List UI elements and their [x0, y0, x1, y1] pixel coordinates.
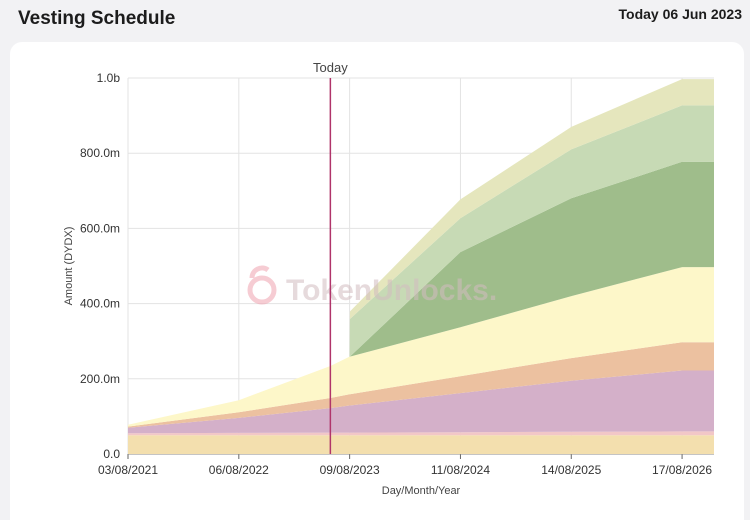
area-series-0[interactable]: [128, 435, 714, 454]
x-tick-label: 06/08/2022: [209, 463, 269, 477]
x-tick-label: 09/08/2023: [320, 463, 380, 477]
watermark: TokenUnlocks.: [247, 265, 497, 307]
area-series-5[interactable]: [128, 161, 714, 425]
x-tick-label: 03/08/2021: [98, 463, 158, 477]
y-axis-label: Amount (DYDX): [63, 227, 75, 306]
area-series-1[interactable]: [128, 431, 714, 436]
y-tick-label: 600.0m: [80, 221, 120, 235]
y-tick-label: 200.0m: [80, 372, 120, 386]
x-tick-label: 14/08/2025: [541, 463, 601, 477]
x-tick-label: 11/08/2024: [431, 463, 490, 477]
area-series-7[interactable]: [128, 79, 714, 425]
x-tick-label: 17/08/2026: [652, 463, 712, 477]
area-series-2[interactable]: [128, 370, 714, 434]
area-series-6[interactable]: [128, 105, 714, 425]
y-tick-label: 0.0: [103, 447, 120, 461]
x-axis-ticks: 03/08/2021 06/08/2022 09/08/2023 11/08/2024…: [98, 463, 712, 477]
today-label: Today: [313, 60, 348, 75]
today-date: Today 06 Jun 2023: [618, 6, 742, 22]
y-tick-label: 1.0b: [97, 71, 121, 85]
area-series-4[interactable]: [128, 267, 714, 427]
y-tick-label: 400.0m: [80, 297, 120, 311]
watermark-logo-ring: [247, 275, 277, 305]
page-title: Vesting Schedule: [18, 8, 176, 29]
area-series-3[interactable]: [128, 342, 714, 428]
vesting-chart[interactable]: TokenUnlocks. Today 03/08/2021 06/08/2022…: [10, 42, 744, 520]
y-tick-label: 800.0m: [80, 146, 120, 160]
chart-card: TokenUnlocks. Today 03/08/2021 06/08/2022…: [10, 42, 744, 520]
watermark-logo-arc: [249, 265, 270, 279]
today-marker: Today: [313, 60, 348, 454]
x-axis-label: Day/Month/Year: [382, 485, 461, 497]
chart-areas[interactable]: [128, 79, 714, 454]
y-axis-ticks: 0.0 200.0m 400.0m 600.0m 800.0m 1.0b: [80, 71, 120, 461]
watermark-text: TokenUnlocks.: [286, 274, 497, 307]
